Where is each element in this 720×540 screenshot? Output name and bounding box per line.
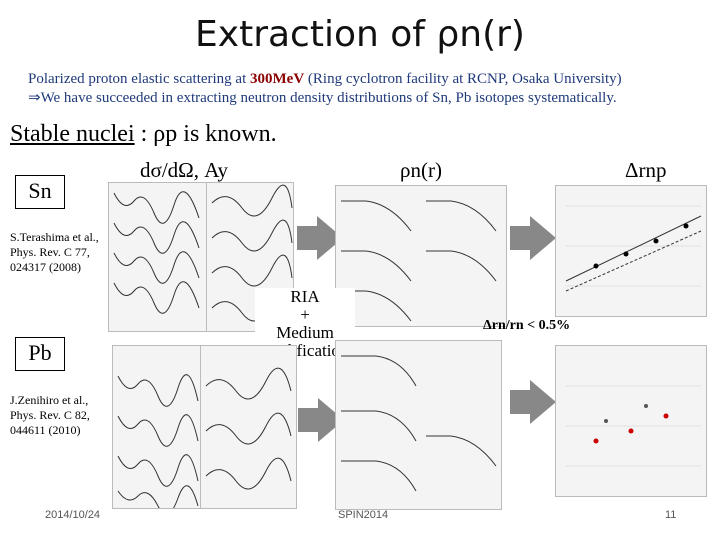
plot-curves: [117, 374, 199, 508]
footer-page-number: 11: [665, 509, 677, 521]
subtitle-line-1-pre: Polarized proton elastic scattering at: [28, 71, 251, 87]
ref-line: S.Terashima et al.,: [10, 230, 99, 244]
zenihiro-ref: J.Zenihiro et al., Phys. Rev. C 82, 0446…: [10, 393, 90, 438]
sn-ay-plot: [206, 182, 294, 332]
arrow-body: [510, 226, 530, 250]
energy-highlight: 300MeV: [250, 71, 305, 87]
subtitle-line-2: ⇒We have succeeded in extracting neutron…: [28, 90, 617, 106]
ref-line: Phys. Rev. C 82,: [10, 408, 90, 422]
arrow-body: [297, 226, 317, 250]
footer-conference: SPIN2014: [338, 509, 389, 521]
sn-cross-section-plot: [108, 182, 208, 332]
arrow-right-icon: [530, 380, 556, 424]
ref-line: J.Zenihiro et al.,: [10, 393, 89, 407]
terashima-ref: S.Terashima et al., Phys. Rev. C 77, 024…: [10, 230, 99, 275]
delta-rnp-label: Δrnp: [625, 158, 667, 182]
stable-nuclei-label: Stable nuclei: [10, 121, 135, 147]
stable-nuclei-heading: Stable nuclei : ρp is known.: [10, 121, 277, 148]
medium-text: Medium: [276, 323, 334, 342]
sn-box: Sn: [15, 175, 65, 209]
arrow-body: [510, 390, 530, 414]
slide-subtitle: Polarized proton elastic scattering at 3…: [28, 70, 708, 108]
ref-line: 024317 (2008): [10, 260, 81, 274]
ria-text: RIA: [290, 287, 320, 306]
delta-rnp-points: [566, 385, 701, 467]
dsigma-label: dσ/dΩ, Ay: [140, 158, 228, 182]
plot-curves: [113, 191, 200, 314]
slide-title: Extraction of ρn(r): [195, 14, 525, 55]
density-curves: [341, 355, 497, 492]
density-curves: [341, 200, 497, 322]
plus-text: +: [300, 305, 310, 324]
pb-density-plot: [335, 340, 502, 510]
footer-date: 2014/10/24: [45, 509, 101, 521]
subtitle-line-1: Polarized proton elastic scattering at 3…: [28, 70, 708, 89]
sn-density-plot: [335, 185, 507, 327]
ratio-label: Δrn/rn < 0.5%: [483, 318, 571, 333]
ref-line: 044611 (2010): [10, 423, 81, 437]
arrow-body: [298, 408, 318, 432]
pb-ay-plot: [200, 345, 297, 509]
pb-cross-section-plot: [112, 345, 202, 509]
plot-curves: [205, 367, 292, 490]
ref-line: Phys. Rev. C 77,: [10, 245, 90, 259]
stable-nuclei-rest: : ρp is known.: [134, 121, 277, 147]
delta-rnp-lines: [565, 205, 702, 292]
rho-n-label: ρn(r): [400, 158, 442, 182]
sn-delta-rnp-plot: [555, 185, 707, 317]
subtitle-line-1-post: (Ring cyclotron facility at RCNP, Osaka …: [304, 71, 622, 87]
arrow-right-icon: [530, 216, 556, 260]
pb-delta-rnp-plot: [555, 345, 707, 497]
pb-box: Pb: [15, 337, 65, 371]
